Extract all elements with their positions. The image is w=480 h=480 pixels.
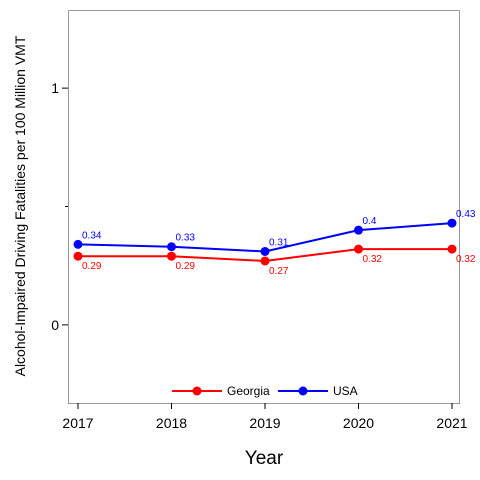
legend: Georgia USA [172,384,358,398]
y-tick-label: 0 [51,317,59,333]
data-label-usa: 0.31 [269,237,289,248]
data-label-usa: 0.33 [176,233,196,244]
data-point-georgia [260,256,270,266]
legend-label-georgia: Georgia [227,384,270,398]
legend-label-usa: USA [333,384,358,398]
data-point-usa [260,246,270,256]
data-label-georgia: 0.32 [363,254,383,265]
series-layer [73,218,457,266]
data-label-usa: 0.4 [363,216,377,227]
x-axis: 2017 2018 2019 2020 2021 [62,403,468,431]
data-label-usa: 0.43 [456,209,476,220]
y-axis-title: Alcohol-Impaired Driving Fatalities per … [12,35,28,376]
data-label-georgia: 0.29 [176,261,196,272]
data-label-usa: 0.34 [82,230,102,241]
x-tick-label: 2019 [249,415,280,431]
x-tick-label: 2018 [156,415,187,431]
x-tick-label: 2021 [436,415,467,431]
data-label-layer: 0.29 0.29 0.27 0.32 0.32 0.34 0.33 0.31 0.4 0.43 [82,209,476,277]
plot-frame [68,10,460,404]
data-point-georgia [447,244,457,254]
x-tick-label: 2017 [62,415,93,431]
data-point-usa [354,225,363,235]
data-point-usa [167,242,176,252]
legend-marker-usa [298,386,308,396]
legend-marker-georgia [192,386,202,396]
x-axis-title: Year [245,448,284,469]
x-tick-label: 2020 [343,415,374,431]
data-point-georgia [167,251,176,261]
y-axis: 01 [51,80,68,333]
data-label-georgia: 0.32 [456,254,476,265]
data-point-usa [73,239,83,249]
data-point-georgia [354,244,363,254]
data-point-georgia [73,251,83,261]
data-label-georgia: 0.29 [82,261,102,272]
data-point-usa [447,218,457,228]
y-tick-label: 1 [51,80,59,96]
data-label-georgia: 0.27 [269,266,289,277]
